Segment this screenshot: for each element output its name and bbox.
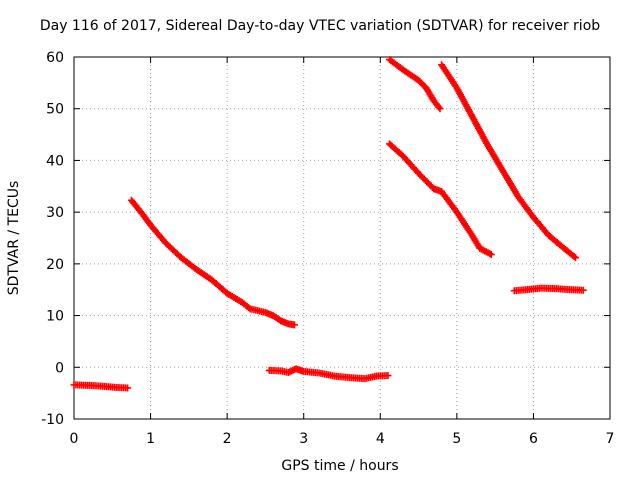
x-tick-labels: 0 1 2 3 4 5 6 7	[70, 431, 615, 447]
y-tick-label: 10	[46, 309, 64, 325]
data-point	[124, 384, 132, 392]
y-tick-label: 40	[46, 153, 64, 169]
x-tick-label: 2	[223, 431, 232, 447]
x-tick-label: 1	[146, 431, 155, 447]
series-2	[127, 196, 299, 329]
y-tick-label: 30	[46, 205, 64, 221]
series-3	[265, 365, 392, 383]
data-point	[572, 254, 580, 262]
series-1	[70, 381, 132, 392]
x-tick-label: 6	[529, 431, 538, 447]
chart-title: Day 116 of 2017, Sidereal Day-to-day VTE…	[39, 18, 601, 34]
y-tick-label: 50	[46, 102, 64, 118]
data-point	[487, 251, 495, 259]
grid-lines	[74, 57, 610, 419]
data-point	[436, 105, 444, 113]
y-tick-label: -10	[41, 412, 64, 428]
x-tick-label: 4	[376, 431, 385, 447]
y-axis-label: SDTVAR / TECUs	[6, 181, 22, 296]
y-tick-labels: -10 0 10 20 30 40 50 60	[41, 50, 64, 428]
x-axis-label: GPS time / hours	[281, 458, 398, 474]
y-tick-label: 20	[46, 257, 64, 273]
axis-ticks	[73, 56, 611, 420]
data-point	[291, 321, 299, 329]
series-4	[385, 56, 444, 113]
plot-frame	[73, 56, 611, 420]
x-tick-label: 7	[606, 431, 615, 447]
x-tick-label: 0	[70, 431, 79, 447]
series-7	[510, 284, 587, 295]
series-6	[438, 61, 580, 262]
data-point	[570, 252, 578, 260]
data-point	[579, 286, 587, 294]
data-point	[384, 372, 392, 380]
x-tick-label: 5	[452, 431, 461, 447]
data-points	[70, 56, 587, 392]
x-tick-label: 3	[299, 431, 308, 447]
y-tick-label: 0	[55, 360, 64, 376]
y-tick-label: 60	[46, 50, 64, 66]
series-5	[385, 140, 495, 259]
